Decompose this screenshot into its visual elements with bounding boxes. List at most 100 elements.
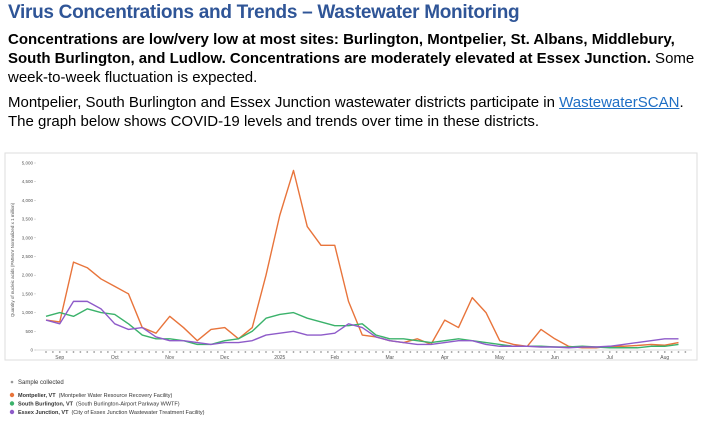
sample-dot [546, 351, 549, 353]
link[interactable]: WastewaterSCAN [559, 94, 680, 111]
sample-dot [189, 351, 192, 353]
y-tick-label: 2,000 [22, 273, 34, 278]
x-tick-label: 2025 [274, 355, 285, 361]
sample-dot [436, 351, 439, 353]
sample-dot [615, 351, 618, 353]
sample-dot [79, 351, 82, 353]
sample-dot [127, 351, 130, 353]
x-tick-label: Nov [165, 355, 174, 361]
sample-dot [368, 351, 371, 353]
x-tick-label: Aug [660, 355, 669, 361]
sample-dot [258, 351, 261, 353]
sample-dot [72, 351, 75, 353]
sample-dot [443, 351, 446, 353]
sample-dot [161, 351, 164, 353]
sample-dot [656, 351, 659, 353]
sample-dot [237, 351, 240, 353]
sample-dot [182, 351, 185, 353]
chart: Quantity of nucleic acids (PMMoV Normali… [4, 152, 698, 416]
intro-text: Montpelier, South Burlington and Essex J… [8, 94, 560, 111]
sample-dot [430, 351, 432, 353]
y-tick-label: 500 [25, 329, 33, 334]
sample-dot [340, 351, 343, 353]
intro-text: . The graph below shows COVID-19 levels … [8, 94, 684, 130]
sample-dot [155, 351, 157, 353]
legend-label: Sample collected [18, 380, 64, 386]
legend-marker [9, 409, 15, 415]
sample-dot [375, 351, 377, 353]
y-tick-label: 3,000 [22, 235, 34, 240]
legend-name: Essex Junction, VT [18, 410, 69, 416]
sample-dot [553, 351, 556, 353]
sample-dot [471, 351, 474, 353]
y-tick-label: 0 [30, 348, 33, 353]
sample-dot [636, 351, 639, 353]
y-tick-label: 4,500 [22, 179, 34, 184]
legend-marker [10, 380, 14, 384]
legend-name: Montpelier, VT [18, 393, 56, 399]
sample-dot [560, 351, 563, 353]
sample-dot [629, 351, 632, 353]
legend-label: Montpelier, VT (Montpelier Water Resource… [18, 393, 173, 399]
legend-label: South Burlington, VT (South Burlington-Ai… [18, 402, 180, 408]
sample-dot [223, 351, 226, 353]
sample-dot [347, 351, 350, 353]
sample-dot [271, 351, 274, 353]
x-tick-label: May [495, 355, 505, 361]
sample-dot [512, 351, 515, 353]
sample-dot [395, 351, 398, 353]
x-tick-label: Dec [220, 355, 229, 361]
sample-dot [244, 351, 247, 353]
sample-dot [361, 351, 364, 353]
sample-dot [498, 351, 501, 353]
y-tick-label: 1,500 [22, 291, 34, 296]
sample-dot [86, 351, 89, 353]
sample-dot [320, 351, 322, 353]
sample-dot [265, 351, 267, 353]
sample-dot [230, 351, 233, 353]
sample-dot [278, 351, 281, 353]
summary-bold: Concentrations are low/very low at most … [8, 31, 675, 67]
x-tick-label: Jun [551, 355, 559, 361]
sample-dot [388, 351, 391, 353]
sample-dot [299, 351, 302, 353]
sample-dot [210, 351, 212, 353]
sample-dot [354, 351, 357, 353]
sample-dot [100, 351, 102, 353]
sample-dot [533, 351, 536, 353]
sample-dot [333, 351, 336, 353]
sample-dot [306, 351, 309, 353]
sample-dot [113, 351, 116, 353]
sample-dot [450, 351, 453, 353]
series-line [45, 169, 679, 349]
x-tick-label: Feb [330, 355, 339, 361]
sample-dot [608, 351, 611, 353]
legend-marker [9, 401, 15, 406]
sample-dot [567, 351, 570, 353]
sample-dot [595, 351, 597, 353]
sample-dot [457, 351, 460, 353]
sample-dot [203, 351, 206, 353]
sample-dot [313, 351, 316, 353]
sample-dot [540, 351, 542, 353]
y-axis-label: Quantity of nucleic acids (PMMoV Normali… [10, 202, 15, 317]
legend-detail: (Montpelier Water Resource Recovery Faci… [59, 393, 173, 399]
y-tick-label: 2,500 [22, 254, 34, 259]
sample-dot [93, 351, 96, 353]
sample-dot [292, 351, 295, 353]
series-line [45, 308, 679, 349]
sample-dot [106, 351, 109, 353]
sample-dot [381, 351, 384, 353]
sample-dot [326, 351, 329, 353]
sample-dot [120, 351, 123, 353]
sample-dot [416, 351, 419, 353]
sample-dot [168, 351, 171, 353]
x-tick-label: Sep [55, 355, 64, 361]
sample-dot [650, 351, 652, 353]
y-tick-label: 4,000 [22, 198, 34, 203]
intro: Montpelier, South Burlington and Essex J… [8, 93, 698, 131]
sample-dot [677, 351, 680, 353]
y-tick-label: 1,000 [22, 310, 34, 315]
sample-dot [216, 351, 219, 353]
